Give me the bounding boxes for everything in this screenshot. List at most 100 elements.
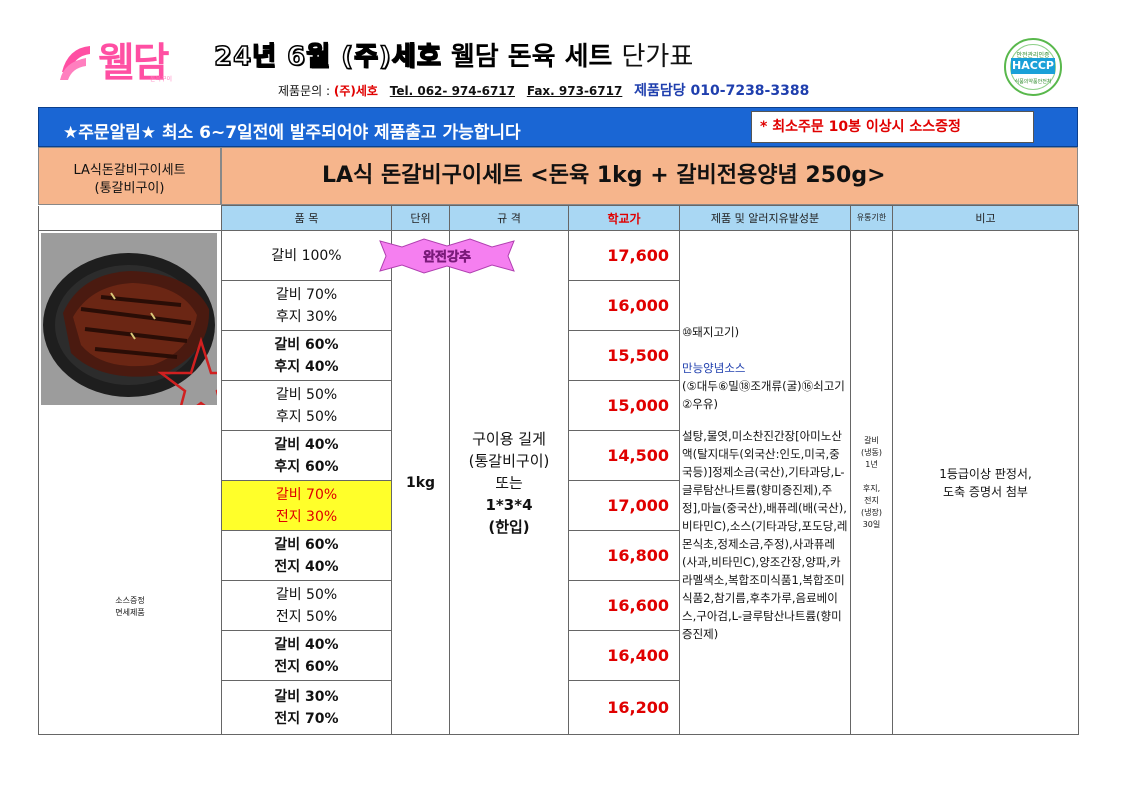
- item-cell-highlighted: 갈비 70% 전지 30%: [221, 480, 392, 531]
- item-line2: 전지 40%: [274, 558, 339, 575]
- grilled-ribs-image: [41, 233, 217, 405]
- product-image-cell: 소스증정 면세제품: [38, 230, 222, 735]
- item-cell: 갈비 30% 전지 70%: [221, 680, 392, 735]
- col-header-price: 학교가: [568, 205, 680, 231]
- caption-sauce-gift: 소스증정: [115, 596, 145, 605]
- table-row: 갈비 60% 전지 40% 16,800: [39, 530, 1079, 581]
- product-name-line1: LA식돈갈비구이세트: [73, 163, 186, 178]
- image-caption: 소스증정 면세제품: [39, 595, 221, 619]
- product-name-cell: LA식돈갈비구이세트 (통갈비구이): [38, 147, 221, 205]
- item-line2: 후지 60%: [274, 458, 339, 475]
- item-line1: 갈비 40%: [274, 436, 339, 453]
- table-row: 갈비 50% 전지 50% 16,600: [39, 580, 1079, 631]
- logo-text: 웰담: [98, 40, 170, 86]
- title-product: 웰담 돈육 세트: [450, 42, 613, 72]
- title-date-company: 24년 6월 (주)세호: [213, 41, 442, 73]
- expiry-line4: 후지,: [862, 483, 881, 493]
- haccp-top-text: 안전관리인증: [1016, 52, 1050, 59]
- price-cell: 15,000: [568, 380, 680, 431]
- item-cell: 갈비 40% 후지 60%: [221, 430, 392, 481]
- item-line1: 갈비 60%: [274, 536, 339, 553]
- contact-label: 제품문의 :: [278, 84, 331, 98]
- col-header-ingredients: 제품 및 알러지유발성분: [679, 205, 851, 231]
- ingredient-list: 설탕,물엿,미소찬진간장[아미노산액(탈지대두(외국산:인도,미국,중국등)]정…: [682, 428, 848, 641]
- table-row: 갈비 50% 후지 50% 15,000: [39, 380, 1079, 431]
- contact-tel: Tel. 062- 974-6717: [389, 84, 515, 98]
- item-line1: 갈비 70%: [275, 486, 338, 503]
- expiry-line7: 30일: [862, 519, 881, 529]
- table-row: 갈비 60% 후지 40% 15,500: [39, 330, 1079, 381]
- spec-line3: 또는: [495, 473, 523, 492]
- item-cell: 갈비 100%: [221, 230, 392, 281]
- expiry-line2: (냉동): [861, 447, 882, 457]
- contact-line: 제품문의 : (주)세호 Tel. 062- 974-6717 Fax. 973…: [278, 80, 809, 100]
- spec-line5: (한입): [488, 517, 530, 536]
- unit-cell: 1kg: [391, 230, 450, 735]
- sauce-promo-box: * 최소주문 10봉 이상시 소스증정: [751, 111, 1034, 143]
- note-line1: 1등급이상 판정서,: [939, 466, 1032, 481]
- item-cell: 갈비 70% 후지 30%: [221, 280, 392, 331]
- price-cell: 16,000: [568, 280, 680, 331]
- item-line1: 갈비 100%: [271, 247, 342, 264]
- expiry-line6: (냉장): [861, 507, 882, 517]
- spec-cell: 구이용 길게 (통갈비구이) 또는 1*3*4 (한입): [449, 230, 569, 735]
- brand-logo: 웰담 돈육구이: [58, 30, 188, 90]
- ingredients-cell: ⑩돼지고기) 만능양념소스 (⑤대두⑥밀⑱조개류(굴)⑯쇠고기②우유) 설탕,물…: [679, 230, 851, 735]
- contact-manager: 제품담당 010-7238-3388: [634, 83, 810, 99]
- title-suffix: 단가표: [621, 42, 694, 72]
- item-line2: 전지 30%: [275, 508, 338, 525]
- expiry-line3: 1년: [865, 459, 878, 469]
- item-line2: 후지 30%: [275, 308, 338, 325]
- product-photo: [41, 233, 217, 405]
- price-cell: 16,800: [568, 530, 680, 581]
- col-header-item: 품 목: [221, 205, 392, 231]
- item-line2: 후지 50%: [275, 408, 338, 425]
- item-cell: 갈비 60% 전지 40%: [221, 530, 392, 581]
- price-cell: 16,600: [568, 580, 680, 631]
- contact-company: (주)세호: [333, 84, 378, 98]
- order-notice-bar: ★주문알림★ 최소 6~7일전에 발주되어야 제품출고 가능합니다 * 최소주문…: [38, 107, 1078, 147]
- item-line2: 전지 60%: [274, 658, 339, 675]
- item-line1: 갈비 30%: [274, 688, 339, 705]
- page-title: 24년 6월 (주)세호 웰담 돈육 세트 단가표: [213, 36, 694, 73]
- expiry-line5: 전지: [864, 495, 879, 505]
- price-cell: 17,000: [568, 480, 680, 531]
- product-name-line2: (통갈비구이): [94, 181, 165, 196]
- spec-line4: 1*3*4: [485, 495, 533, 514]
- item-line2: 후지 40%: [274, 358, 339, 375]
- price-cell: 16,400: [568, 630, 680, 681]
- item-line1: 갈비 50%: [275, 386, 338, 403]
- haccp-bottom-text: 식품의약품안전처: [1014, 79, 1052, 85]
- haccp-label: HACCP: [1011, 58, 1055, 74]
- price-cell: 15,500: [568, 330, 680, 381]
- contact-fax: Fax. 973-6717: [526, 84, 623, 98]
- table-row: 갈비 40% 후지 60% 14,500: [39, 430, 1079, 481]
- table-row: 갈비 40% 전지 60% 16,400: [39, 630, 1079, 681]
- order-notice-text: ★주문알림★ 최소 6~7일전에 발주되어야 제품출고 가능합니다: [63, 123, 521, 143]
- col-header-expiry: 유통기한: [850, 205, 893, 231]
- item-line2: 전지 50%: [275, 608, 338, 625]
- item-cell: 갈비 50% 전지 50%: [221, 580, 392, 631]
- expiry-line1: 갈비: [864, 435, 879, 445]
- logo-mark-icon: [60, 46, 90, 80]
- item-cell: 갈비 50% 후지 50%: [221, 380, 392, 431]
- note-line2: 도축 증명서 첨부: [943, 484, 1028, 499]
- haccp-certification-mark: 안전관리인증 HACCP 식품의약품안전처: [1004, 38, 1062, 96]
- ingredient-meat: ⑩돼지고기): [682, 324, 740, 339]
- recommend-badge: 완전강추: [379, 238, 515, 274]
- table-header-row: 품 목 단위 규 격 학교가 제품 및 알러지유발성분 유통기한 비고: [38, 205, 1079, 231]
- item-cell: 갈비 40% 전지 60%: [221, 630, 392, 681]
- price-cell: 17,600: [568, 230, 680, 281]
- col-header-note: 비고: [892, 205, 1079, 231]
- ingredient-allergens: (⑤대두⑥밀⑱조개류(굴)⑯쇠고기②우유): [682, 378, 845, 411]
- price-table: 품 목 단위 규 격 학교가 제품 및 알러지유발성분 유통기한 비고: [38, 205, 1079, 735]
- note-cell: 1등급이상 판정서, 도축 증명서 첨부: [892, 230, 1079, 735]
- item-line1: 갈비 40%: [274, 636, 339, 653]
- price-cell: 16,200: [568, 680, 680, 735]
- spec-line2: (통갈비구이): [468, 451, 550, 470]
- recommend-badge-text: 완전강추: [423, 249, 471, 265]
- item-line2: 전지 70%: [274, 710, 339, 727]
- col-header-spec: 규 격: [449, 205, 569, 231]
- product-title: LA식 돈갈비구이세트 <돈육 1kg + 갈비전용양념 250g>: [221, 147, 1078, 205]
- logo-subtext: 돈육구이: [150, 76, 173, 83]
